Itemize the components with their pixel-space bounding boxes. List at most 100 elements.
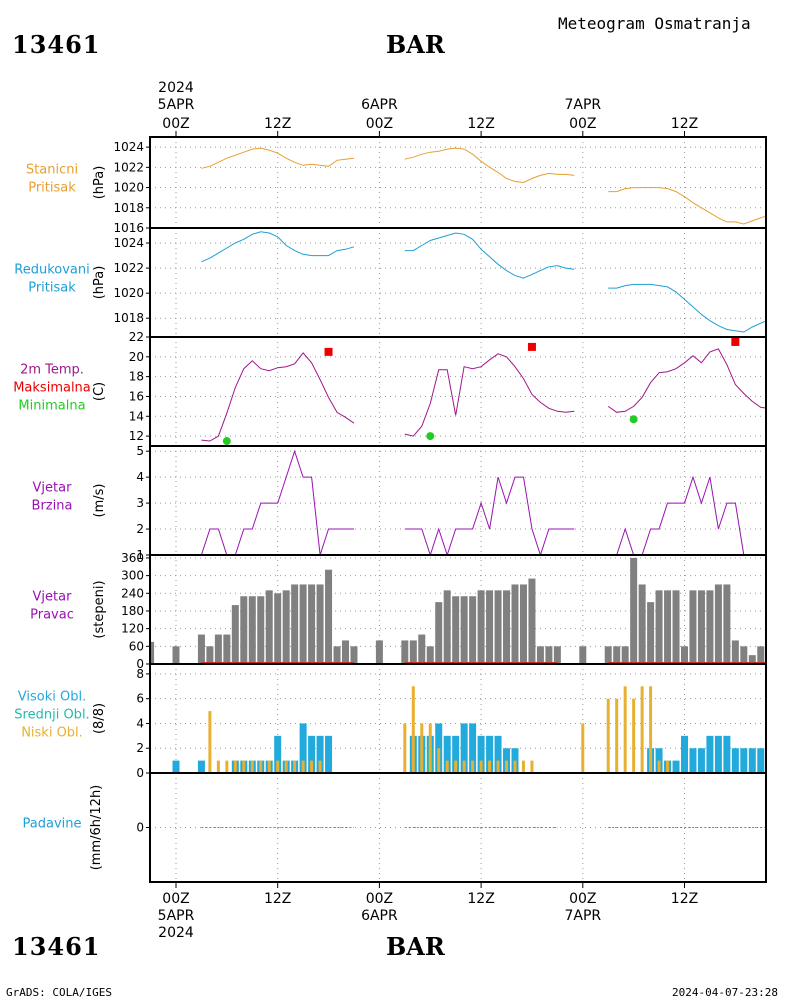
cloud-bar-low [411,686,415,773]
series-line-segment-2 [404,476,575,555]
axis-day-label-bottom: 7APR [564,908,601,924]
cloud-bar-low [471,760,475,773]
y-tick-label: 120 [121,622,144,636]
y-tick-label: 12 [129,429,144,443]
panel-label: Maksimalna [13,381,91,396]
wind-direction-bar [740,646,748,664]
series-line-segment-1 [200,449,354,555]
panel-label: Vjetar [33,590,73,605]
cloud-bar-low [276,760,280,773]
wind-direction-bar [613,646,621,664]
panel-label: Srednji Obl. [14,708,89,723]
cloud-bar-high [477,735,485,773]
panel-label: Minimalna [18,399,85,414]
cloud-bar-high [672,760,680,773]
cloud-bar-high [486,735,494,773]
wind-direction-bar [257,596,265,664]
cloud-bar-low [505,760,509,773]
y-tick-label: 1024 [113,236,144,250]
y-tick-label: 6 [136,692,144,706]
wind-direction-bar [325,569,333,664]
temp-max-marker [324,347,333,356]
panel-temperature_2m: 12 14 16 18 20 22 (C) 2m Temp. Maksimalna Minimal… [13,330,767,447]
axis-hour-label-bottom: 12Z [467,891,494,907]
wind-direction-bar [452,596,460,664]
cloud-bar-low [250,760,254,773]
cloud-bar-high [723,735,731,773]
wind-direction-bar [197,634,205,664]
cloud-bar-low [581,723,585,773]
panel-reduced_pressure: 1018 1020 1022 1024 (hPa)Redukovani Pritisak [14,227,767,338]
cloud-bar-low [521,760,525,773]
cloud-bar-high [783,748,790,773]
cloud-bar-low [310,760,314,773]
panel-wind_speed: 1 2 3 4 5 (m/s) Vjetar Brzina [32,444,767,562]
y-tick-label: 0 [136,766,144,780]
axis-hour-label-top: 00Z [569,116,596,132]
cloud-bar-high [316,735,324,773]
panel-label: Brzina [32,499,73,514]
panel-label: Vjetar [33,481,73,496]
station-name-top: BAR [386,30,445,59]
wind-direction-bar [757,646,765,664]
cloud-bar-low [225,760,229,773]
wind-direction-bar [723,584,731,664]
cloud-bar-low [623,686,627,773]
y-axis-title: (stepeni) [92,580,107,638]
cloud-bar-low [640,686,644,773]
wind-direction-bar [172,646,180,664]
y-tick-label: 1020 [113,286,144,300]
cloud-bar-high [731,748,739,773]
wind-direction-bar [223,634,231,664]
wind-direction-bar [401,640,409,664]
axis-hour-label-bottom: 12Z [671,891,698,907]
temp-min-marker [426,432,435,441]
wind-direction-bar [672,590,680,664]
panel-plot-area [150,228,766,337]
y-tick-label: 14 [129,409,144,423]
cloud-bar-low [666,760,670,773]
series-line-segment-3 [608,475,766,555]
series-line-segment-3 [608,283,766,333]
cloud-bar-high [697,748,705,773]
axis-hour-label-top: 12Z [264,116,291,132]
wind-direction-bar [460,596,468,664]
panel-frame [149,227,767,338]
y-tick-label: 22 [129,330,144,344]
y-tick-label: 0 [136,821,144,835]
axis-hour-label-top: 00Z [162,116,189,132]
cloud-bar-low [454,760,458,773]
cloud-bar-low [657,760,661,773]
temp-max-marker [527,342,536,351]
axis-hour-label-top: 00Z [366,116,393,132]
cloud-bar-low [267,760,271,773]
series-line-segment-2 [404,232,575,279]
y-axis-title: (m/s) [92,484,107,518]
cloud-bar-low [479,760,483,773]
y-tick-label: 5 [136,444,144,458]
wind-direction-bar [553,646,561,664]
cloud-bar-high [494,735,502,773]
panel-plot-area [150,773,766,882]
station-id-top: 13461 [12,30,101,59]
axis-day-label-bottom: 5APR [158,908,195,924]
series-line-segment-1 [201,352,355,442]
axis-hour-label-bottom: 00Z [366,891,393,907]
series-line-segment-3 [607,348,766,413]
cloud-bar-high [689,748,697,773]
y-axis-title: (8/8) [92,703,107,734]
wind-direction-bar [248,596,256,664]
series-line-segment-2 [404,147,575,184]
grads-credit: GrADS: COLA/IGES [6,986,112,999]
cloud-bar-low [284,760,288,773]
wind-direction-bar [308,584,316,664]
wind-direction-bar [316,584,324,664]
wind-direction-bar [689,590,697,664]
panel-frame [149,445,767,556]
wind-direction-bar [579,646,587,664]
wind-direction-bar [342,640,349,664]
panel-plot-area [150,137,766,228]
wind-direction-bar [282,590,290,664]
y-tick-label: 300 [121,569,144,583]
wind-direction-bar [604,646,612,664]
